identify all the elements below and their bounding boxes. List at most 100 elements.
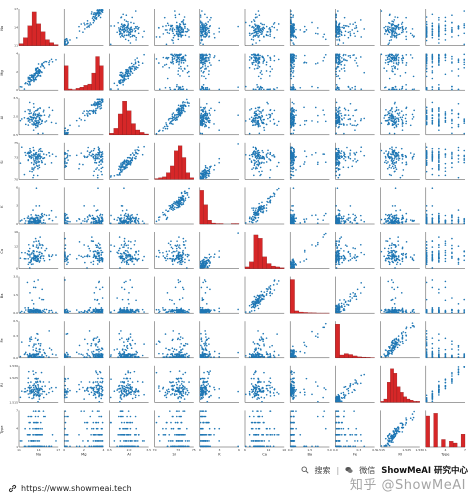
scatter-point <box>66 152 68 155</box>
scatter-point <box>253 152 255 155</box>
scatter-point <box>292 170 294 173</box>
scatter-point <box>202 87 204 90</box>
scatter-point <box>32 75 35 78</box>
scatter-point <box>35 221 37 223</box>
scatter-point <box>129 70 132 73</box>
scatter-point <box>31 123 33 125</box>
scatter-point <box>99 105 101 108</box>
scatter-point <box>292 67 294 70</box>
scatter-point <box>335 220 337 222</box>
scatter-point <box>37 167 39 170</box>
scatter-point <box>30 116 32 118</box>
scatter-point <box>157 216 160 219</box>
scatter-point <box>155 36 158 38</box>
scatter-point <box>44 60 46 63</box>
scatter-point <box>457 88 460 91</box>
scatter-point <box>337 25 340 28</box>
scatter-point <box>158 219 160 221</box>
scatter-point <box>174 16 177 19</box>
scatter-point <box>200 39 203 42</box>
scatter-point <box>83 22 85 24</box>
scatter-point <box>41 161 43 164</box>
scatter-point <box>64 39 66 41</box>
scatter-point <box>98 13 100 16</box>
scatter-point <box>127 27 130 30</box>
scatter-point <box>134 10 137 12</box>
scatter-point <box>207 73 210 76</box>
scatter-point <box>39 157 42 159</box>
scatter-point <box>457 176 460 179</box>
scatter-point <box>393 102 396 105</box>
panel-Mg-vs-Type <box>425 53 466 91</box>
scatter-point <box>34 214 37 216</box>
scatter-point <box>438 62 440 64</box>
scatter-point <box>199 20 202 23</box>
scatter-point <box>253 68 256 70</box>
scatter-point <box>392 54 395 57</box>
scatter-point <box>404 117 407 120</box>
scatter-point <box>261 115 264 118</box>
scatter-point <box>258 88 260 91</box>
scatter-point <box>303 221 306 223</box>
scatter-point <box>336 187 339 190</box>
scatter-point <box>75 154 78 157</box>
scatter-point <box>337 57 340 60</box>
scatter-point <box>186 98 188 101</box>
scatter-point <box>265 61 268 64</box>
scatter-point <box>181 102 184 104</box>
histogram-bar <box>126 110 132 135</box>
scatter-point <box>260 173 262 176</box>
scatter-point <box>130 217 133 220</box>
scatter-point <box>257 24 259 27</box>
scatter-point <box>208 58 210 60</box>
scatter-point <box>37 150 40 152</box>
scatter-point <box>400 110 403 112</box>
scatter-point <box>265 204 268 206</box>
scatter-point <box>290 13 292 16</box>
scatter-point <box>425 70 428 73</box>
scatter-point <box>168 117 171 120</box>
scatter-point <box>44 163 46 166</box>
scatter-point <box>457 61 460 64</box>
scatter-point <box>133 28 136 30</box>
scatter-point <box>252 19 255 21</box>
scatter-point <box>27 159 30 162</box>
scatter-point <box>253 29 255 32</box>
scatter-point <box>204 166 207 169</box>
y-axis-label: Mg <box>0 70 4 75</box>
scatter-point <box>463 159 466 161</box>
scatter-point <box>188 187 190 190</box>
scatter-point <box>134 61 137 64</box>
scatter-point <box>388 42 391 44</box>
scatter-point <box>261 73 263 76</box>
scatter-point <box>269 114 272 116</box>
scatter-point <box>269 70 272 73</box>
scatter-point <box>123 166 125 168</box>
scatter-point <box>91 11 93 13</box>
scatter-point <box>205 22 207 25</box>
scatter-point <box>261 201 263 204</box>
scatter-point <box>249 216 251 219</box>
scatter-point <box>237 25 239 28</box>
y-tick-label: 17 <box>14 7 18 11</box>
scatter-point <box>438 165 440 168</box>
scatter-point <box>209 119 211 122</box>
scatter-point <box>295 217 297 220</box>
scatter-point <box>126 29 129 31</box>
scatter-point <box>182 88 184 91</box>
scatter-point <box>120 214 122 216</box>
scatter-point <box>172 32 175 35</box>
scatter-point <box>94 17 97 20</box>
scatter-point <box>31 170 33 173</box>
scatter-point <box>290 220 292 222</box>
scatter-point <box>172 62 175 65</box>
scatter-point <box>405 212 408 215</box>
scatter-point <box>50 121 53 124</box>
panel-Al-vs-Type <box>425 98 466 136</box>
scatter-point <box>203 116 205 118</box>
scatter-point <box>99 9 102 11</box>
scatter-point <box>199 53 202 56</box>
scatter-point <box>67 149 69 152</box>
scatter-point <box>170 25 172 28</box>
scatter-point <box>173 28 176 31</box>
